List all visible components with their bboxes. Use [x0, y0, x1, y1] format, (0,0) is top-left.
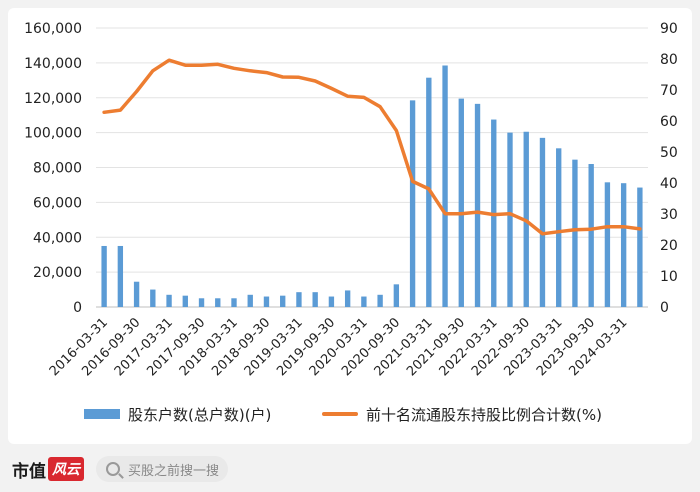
search-icon: [106, 462, 120, 476]
bar: [507, 132, 513, 307]
legend-label-line: 前十名流通股东持股比例合计数(%): [366, 405, 602, 424]
brand-logo: 风云: [48, 457, 84, 481]
bar: [556, 148, 562, 307]
y-right-tick-label: 70: [660, 83, 678, 99]
bar: [263, 296, 270, 307]
bar: [328, 296, 335, 307]
bar: [198, 298, 205, 307]
bar: [280, 295, 286, 307]
search-box[interactable]: 买股之前搜一搜: [96, 456, 228, 482]
y-right-tick-label: 50: [660, 145, 678, 161]
y-right-tick-label: 0: [660, 300, 669, 316]
bar: [150, 289, 156, 307]
y-right-tick-label: 40: [660, 176, 678, 192]
y-right-tick-label: 60: [660, 114, 678, 130]
bar: [620, 183, 627, 307]
line-series: [102, 58, 642, 236]
grid: [96, 27, 648, 308]
y-right-tick-label: 30: [660, 207, 678, 223]
bar: [474, 103, 481, 308]
y-left-tick-label: 60,000: [33, 195, 82, 211]
bar: [215, 298, 221, 307]
legend-swatch-line: [322, 412, 358, 416]
y-right-tick-label: 90: [660, 21, 678, 37]
brand-name: 市值: [12, 461, 46, 482]
y-left-tick-label: 100,000: [24, 126, 82, 142]
legend-item-line: 前十名流通股东持股比例合计数(%): [322, 404, 602, 424]
bar: [101, 245, 107, 307]
legend-item-bar: 股东户数(总户数)(户): [84, 404, 271, 424]
bar: [312, 292, 318, 307]
bar: [117, 245, 124, 307]
y-right-tick-label: 80: [660, 52, 678, 68]
brand[interactable]: 市值 风云: [12, 457, 84, 482]
y-left-tick-label: 40,000: [33, 230, 82, 246]
bar: [426, 77, 432, 308]
y-right-tick-label: 10: [660, 269, 678, 285]
y-left-tick-label: 20,000: [33, 265, 82, 281]
bar: [344, 290, 351, 307]
chart-card: [8, 8, 692, 444]
bar: [361, 296, 367, 307]
x-axis: 2016-03-312016-09-302017-03-312017-09-30…: [47, 315, 631, 379]
bar: [409, 100, 416, 307]
y-left-tick-label: 160,000: [24, 21, 82, 37]
y-left-tick-label: 80,000: [33, 161, 82, 177]
bar: [458, 98, 464, 307]
bar: [393, 284, 400, 307]
y-left-tick-label: 120,000: [24, 91, 82, 107]
bar: [182, 295, 188, 307]
line-path: [102, 58, 642, 236]
bar: [166, 294, 172, 307]
bar: [637, 187, 643, 307]
bar: [377, 294, 383, 307]
bar: [231, 298, 237, 307]
footer-bar: 市值 风云 买股之前搜一搜: [0, 446, 700, 492]
legend-label-bar: 股东户数(总户数)(户): [128, 405, 272, 424]
bar: [133, 281, 140, 307]
y-axis-left: 0 20,000 40,000 60,000 80,000 100,000 120,000 1…: [24, 21, 82, 316]
bar: [247, 294, 253, 307]
bar: [296, 292, 302, 307]
legend-swatch-bar: [84, 409, 120, 419]
bar: [539, 137, 546, 307]
search-placeholder: 买股之前搜一搜: [128, 463, 220, 479]
bar: [442, 65, 448, 307]
y-axis-right: 0 10 20 30 40 50 60 70 80 90: [660, 21, 678, 316]
bar: [572, 159, 578, 307]
bar: [588, 164, 594, 307]
bar: [604, 182, 611, 307]
y-right-tick-label: 20: [660, 238, 678, 254]
y-left-tick-label: 0: [73, 300, 82, 316]
y-left-tick-label: 140,000: [24, 56, 82, 72]
